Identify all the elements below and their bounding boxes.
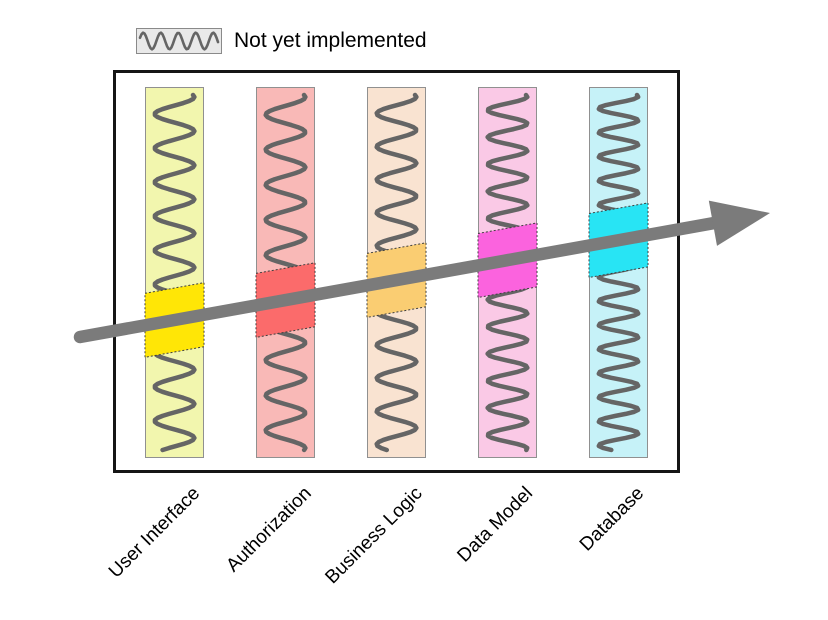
legend-squiggle-swatch <box>136 28 222 54</box>
layer-bar-authorization <box>256 87 315 458</box>
layer-label-data-model: Data Model <box>453 483 538 567</box>
squiggle-pattern <box>374 92 419 453</box>
squiggle-path <box>596 92 641 453</box>
squiggle-icon <box>138 31 220 51</box>
legend-squiggle-path <box>138 31 220 51</box>
layer-bar-business-logic <box>367 87 426 458</box>
squiggle-pattern <box>263 92 308 453</box>
layer-bar-data-model <box>478 87 537 458</box>
squiggle-path <box>374 92 419 453</box>
legend: Not yet implemented <box>136 27 427 55</box>
layer-label-user-interface: User Interface <box>105 483 205 583</box>
squiggle-pattern <box>485 92 530 453</box>
squiggle-path <box>263 92 308 453</box>
squiggle-pattern <box>152 92 197 453</box>
layer-bar-database <box>589 87 648 458</box>
layer-label-database: Database <box>575 483 649 556</box>
progress-arrow-head <box>708 200 770 246</box>
layer-bar-user-interface <box>145 87 204 458</box>
layer-label-business-logic: Business Logic <box>321 483 427 589</box>
legend-label: Not yet implemented <box>234 29 427 52</box>
squiggle-pattern <box>596 92 641 453</box>
layer-label-authorization: Authorization <box>222 483 316 577</box>
squiggle-path <box>152 92 197 453</box>
squiggle-path <box>485 92 530 453</box>
